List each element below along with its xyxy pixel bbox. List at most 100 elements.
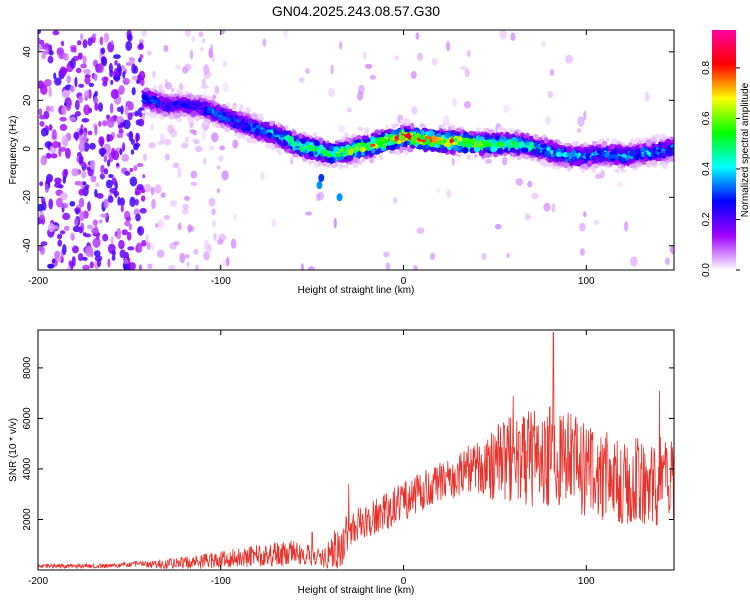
spectrogram-noise-mark bbox=[138, 264, 142, 270]
spectrogram-noise-mark bbox=[128, 223, 132, 231]
spectrogram-signal-mark bbox=[155, 99, 160, 105]
spectrogram-noise-mark bbox=[184, 253, 190, 259]
spectrogram-noise-mark bbox=[130, 149, 135, 155]
spectrogram-noise-mark bbox=[89, 261, 94, 269]
spectrogram-signal-mark bbox=[644, 147, 649, 151]
spectrogram-noise-mark bbox=[38, 43, 43, 52]
spectrogram-signal-mark bbox=[255, 128, 260, 135]
spectrogram-noise-mark bbox=[503, 104, 510, 113]
spectrogram-signal-mark bbox=[253, 139, 258, 144]
spectrogram-signal-mark bbox=[535, 148, 541, 154]
spectrogram-signal-mark bbox=[495, 135, 500, 141]
spectrogram-noise-mark bbox=[96, 192, 104, 199]
spectrogram-noise-mark bbox=[140, 195, 146, 202]
spectrogram-signal-mark bbox=[263, 136, 268, 142]
spectrogram-signal-mark bbox=[371, 148, 376, 154]
spectrogram-noise-mark bbox=[545, 116, 552, 126]
spectrogram-signal-mark bbox=[501, 152, 508, 157]
spectrogram-signal-mark bbox=[595, 158, 599, 164]
spectrogram-noise-mark bbox=[583, 110, 587, 121]
spectrogram-noise-mark bbox=[41, 53, 46, 60]
spectrogram-signal-mark bbox=[312, 132, 318, 137]
spectrogram-signal-mark bbox=[268, 139, 273, 143]
spectrogram-noise-mark bbox=[70, 47, 77, 53]
spectrogram-noise-mark bbox=[128, 130, 134, 142]
spectrogram-signal-mark bbox=[404, 149, 409, 156]
spectrogram-noise-mark bbox=[135, 119, 141, 126]
snr-x-tick-label: 100 bbox=[578, 576, 595, 587]
spectrogram-noise-mark bbox=[77, 253, 84, 262]
spectrogram-noise-mark bbox=[177, 167, 182, 178]
spectrogram-signal-mark bbox=[356, 151, 360, 158]
snr-x-tick-label: -200 bbox=[28, 576, 48, 587]
spectrogram-noise-mark bbox=[100, 164, 105, 174]
spectrogram-noise-mark bbox=[540, 41, 547, 48]
spectrogram-noise-mark bbox=[81, 118, 90, 123]
spectrogram-signal-mark bbox=[326, 162, 331, 168]
spectrogram-signal-mark bbox=[544, 150, 551, 158]
spectrogram-noise-mark bbox=[116, 162, 120, 167]
spectrogram-signal-mark bbox=[398, 135, 406, 140]
spectrogram-signal-mark bbox=[362, 138, 367, 143]
spectrogram-signal-mark bbox=[356, 139, 362, 144]
spectrogram-signal-mark bbox=[509, 128, 515, 133]
spectrogram-signal-mark bbox=[386, 145, 391, 150]
spectrogram-noise-mark bbox=[38, 108, 43, 116]
spectrogram-signal-mark bbox=[645, 139, 652, 146]
spectrogram-noise-mark bbox=[167, 265, 176, 270]
spectrogram-noise-mark bbox=[119, 197, 126, 207]
spectrogram-noise-mark bbox=[56, 47, 65, 55]
spectrogram-signal-mark bbox=[587, 148, 594, 154]
spectrogram-noise-mark bbox=[184, 63, 192, 72]
spectrogram-noise-mark bbox=[96, 233, 100, 240]
spectrogram-x-tick-label: 0 bbox=[401, 276, 407, 287]
spectrogram-noise-mark bbox=[62, 244, 67, 256]
spectrogram-signal-mark bbox=[614, 159, 621, 165]
spectrogram-noise-mark bbox=[120, 204, 124, 213]
spectrogram-signal-mark bbox=[484, 134, 490, 141]
spectrogram-noise-mark bbox=[410, 70, 417, 79]
spectrogram-signal-mark bbox=[141, 110, 147, 114]
spectrogram-noise-mark bbox=[74, 180, 82, 186]
spectrogram-noise-mark bbox=[190, 181, 198, 186]
spectrogram-noise-mark bbox=[80, 170, 87, 179]
spectrogram-noise-mark bbox=[315, 193, 321, 202]
spectrogram-noise-mark bbox=[179, 252, 186, 264]
spectrogram-signal-mark bbox=[235, 123, 242, 127]
spectrogram-noise-mark bbox=[97, 258, 102, 268]
spectrogram-signal-mark bbox=[518, 139, 522, 143]
spectrogram-noise-mark bbox=[92, 33, 97, 38]
spectrogram-noise-mark bbox=[173, 241, 180, 246]
spectrogram-signal-mark bbox=[149, 103, 156, 109]
spectrogram-signal-mark bbox=[419, 123, 426, 128]
spectrogram-signal-mark bbox=[627, 146, 634, 151]
spectrogram-noise-mark bbox=[180, 142, 189, 149]
spectrogram-signal-mark bbox=[596, 147, 601, 155]
snr-y-tick-label: 6000 bbox=[22, 407, 33, 430]
spectrogram-y-tick-label: 0 bbox=[22, 146, 33, 152]
spectrogram-signal-mark bbox=[226, 102, 231, 107]
spectrogram-noise-mark bbox=[119, 148, 123, 156]
spectrogram-signal-mark bbox=[204, 105, 208, 112]
spectrogram-signal-mark bbox=[181, 112, 188, 117]
spectrogram-signal-mark bbox=[184, 91, 190, 95]
spectrogram-signal-mark bbox=[605, 137, 610, 142]
spectrogram-noise-mark bbox=[125, 61, 132, 66]
spectrogram-signal-mark bbox=[571, 141, 579, 148]
spectrogram-noise-mark bbox=[97, 62, 104, 73]
spectrogram-noise-mark bbox=[159, 133, 166, 145]
spectrogram-noise-mark bbox=[213, 232, 217, 241]
spectrogram-noise-mark bbox=[114, 59, 118, 66]
spectrogram-signal-mark bbox=[165, 105, 169, 112]
spectrogram-signal-mark bbox=[218, 107, 226, 112]
spectrogram-noise-mark bbox=[110, 40, 114, 45]
spectrogram-signal-mark bbox=[327, 157, 334, 164]
spectrogram-noise-mark bbox=[39, 214, 45, 221]
spectrogram-signal-mark bbox=[425, 131, 430, 135]
spectrogram-signal-mark bbox=[308, 150, 314, 158]
spectrogram-noise-mark bbox=[54, 177, 62, 184]
spectrogram-noise-mark bbox=[99, 36, 104, 46]
spectrogram-noise-mark bbox=[107, 258, 111, 268]
spectrogram-noise-mark bbox=[116, 133, 124, 139]
spectrogram-signal-mark bbox=[289, 155, 294, 160]
